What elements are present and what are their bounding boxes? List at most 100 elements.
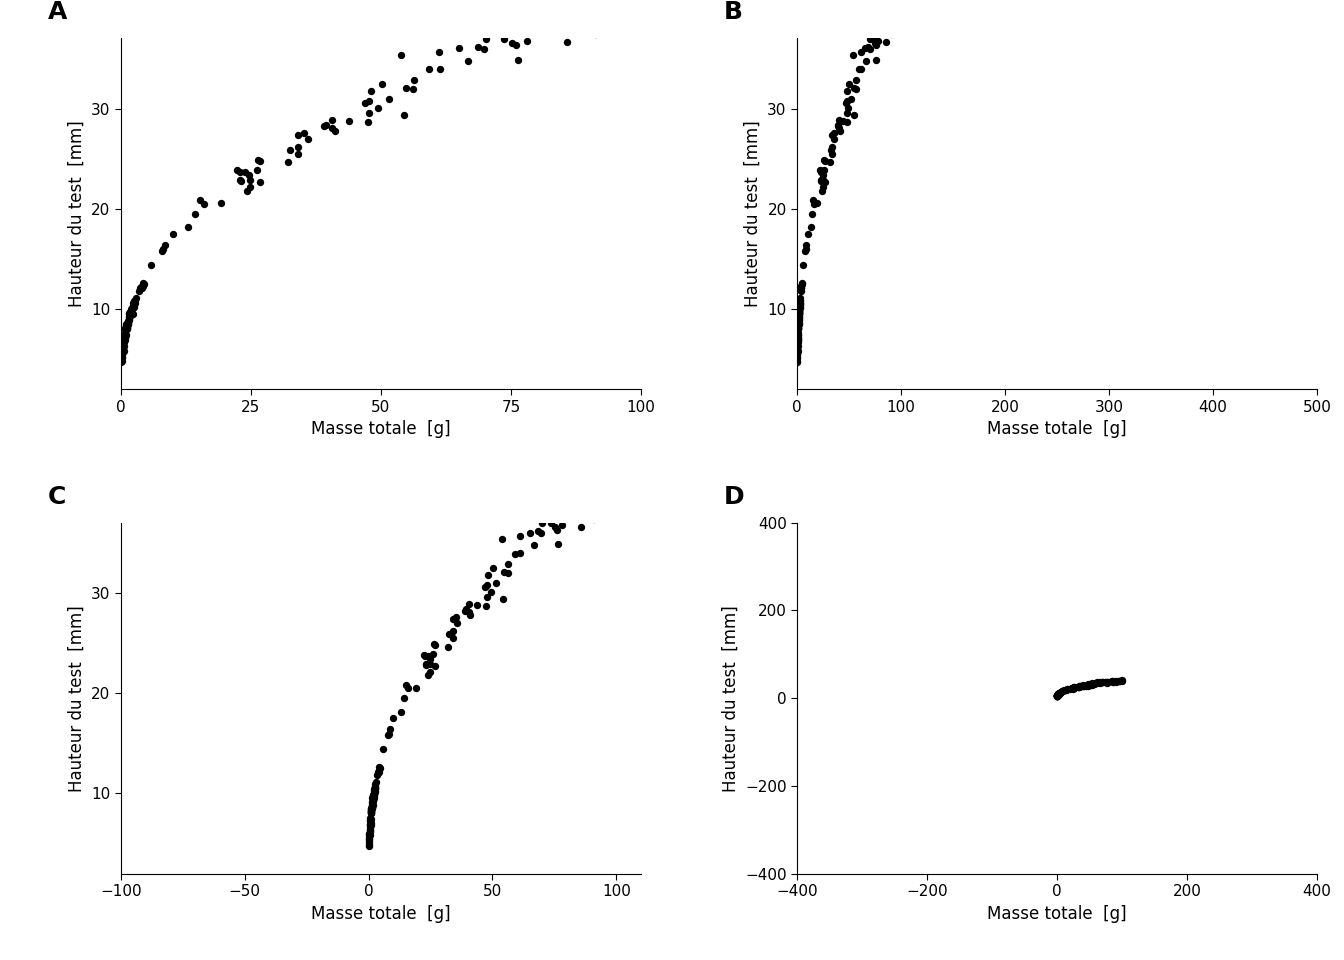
- Point: [1047, 687, 1068, 703]
- Point: [362, 795, 383, 810]
- Point: [843, 81, 864, 96]
- Point: [821, 127, 843, 142]
- Point: [392, 691, 414, 707]
- Point: [1050, 685, 1071, 701]
- Point: [863, 31, 884, 46]
- X-axis label: Masse totale  [g]: Masse totale [g]: [988, 420, 1126, 439]
- Point: [415, 657, 437, 672]
- Point: [364, 781, 386, 797]
- Point: [112, 347, 133, 362]
- Point: [1063, 680, 1085, 695]
- Point: [1110, 673, 1132, 688]
- Point: [1075, 678, 1097, 693]
- Point: [532, 516, 554, 531]
- Point: [843, 47, 864, 62]
- Point: [1063, 680, 1085, 695]
- Point: [368, 764, 390, 780]
- Point: [419, 652, 441, 667]
- Point: [1047, 687, 1068, 703]
- Point: [793, 257, 814, 273]
- Point: [789, 298, 810, 313]
- Point: [569, 504, 590, 519]
- Point: [1055, 683, 1077, 698]
- Point: [476, 599, 497, 614]
- Point: [446, 615, 468, 631]
- Point: [788, 319, 809, 334]
- Point: [786, 339, 808, 354]
- Point: [1047, 686, 1068, 702]
- Point: [1047, 686, 1068, 702]
- Point: [359, 817, 380, 832]
- Point: [1047, 686, 1068, 702]
- Point: [1047, 687, 1068, 703]
- Point: [788, 321, 809, 336]
- Point: [1070, 679, 1091, 694]
- Point: [1047, 686, 1068, 702]
- Point: [1052, 683, 1074, 698]
- Point: [358, 114, 379, 130]
- Point: [883, 9, 905, 24]
- Point: [516, 33, 538, 48]
- Point: [363, 788, 384, 804]
- Point: [360, 810, 382, 826]
- Point: [812, 180, 833, 195]
- Point: [812, 172, 833, 187]
- Point: [1047, 686, 1068, 702]
- Point: [359, 834, 380, 850]
- Point: [442, 624, 464, 639]
- Point: [554, 19, 575, 35]
- Point: [835, 95, 856, 110]
- Point: [117, 314, 138, 329]
- Point: [1095, 675, 1117, 690]
- Point: [113, 338, 134, 353]
- Point: [790, 276, 812, 291]
- Point: [117, 315, 138, 330]
- Point: [1071, 678, 1093, 693]
- Point: [806, 196, 828, 211]
- Text: C: C: [48, 485, 66, 509]
- Point: [789, 301, 810, 317]
- Point: [423, 636, 445, 652]
- Point: [152, 243, 173, 258]
- Point: [789, 303, 810, 319]
- Point: [1047, 686, 1068, 702]
- Point: [363, 783, 384, 799]
- Point: [117, 317, 138, 332]
- Point: [366, 775, 387, 790]
- Point: [474, 31, 496, 46]
- Point: [786, 338, 808, 353]
- Point: [809, 162, 831, 178]
- Point: [121, 303, 142, 319]
- Point: [547, 7, 569, 22]
- Point: [1073, 679, 1094, 694]
- Point: [882, 27, 903, 42]
- Point: [112, 347, 133, 362]
- Point: [788, 319, 809, 334]
- Point: [238, 167, 259, 182]
- Point: [788, 313, 809, 328]
- Point: [367, 764, 388, 780]
- Point: [1067, 679, 1089, 694]
- Point: [363, 789, 384, 804]
- Point: [362, 792, 383, 807]
- Point: [363, 785, 384, 801]
- Point: [1047, 686, 1068, 702]
- Point: [427, 44, 449, 60]
- Point: [419, 657, 441, 672]
- Point: [789, 292, 810, 307]
- Point: [1047, 686, 1068, 702]
- Point: [1047, 686, 1068, 702]
- Point: [1047, 687, 1068, 703]
- Point: [458, 596, 480, 612]
- Point: [112, 349, 133, 365]
- Point: [116, 322, 137, 337]
- Point: [827, 119, 848, 134]
- Point: [603, 482, 625, 497]
- Point: [364, 780, 386, 795]
- Point: [125, 290, 146, 305]
- Point: [117, 317, 138, 332]
- Point: [788, 305, 809, 321]
- Point: [1077, 677, 1098, 692]
- Point: [419, 664, 441, 680]
- Point: [297, 132, 319, 147]
